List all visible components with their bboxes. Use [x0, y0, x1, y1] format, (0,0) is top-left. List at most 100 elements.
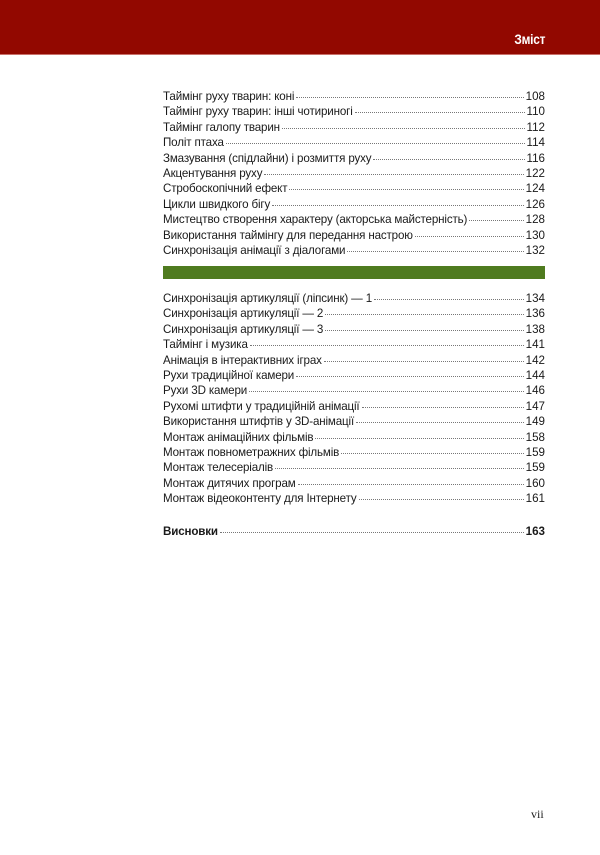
leader-dots — [225, 143, 525, 145]
toc-entry-title: Висновки — [163, 525, 218, 538]
toc-entry-page: 159 — [525, 461, 545, 475]
toc-entry-title: Стробоскопічний ефект — [163, 182, 288, 196]
toc-entry[interactable]: Використання таймінгу для передання наст… — [163, 228, 545, 243]
toc-entry-title: Рухи традиційної камери — [163, 368, 295, 382]
leader-dots — [296, 375, 524, 377]
toc-entry-page: 161 — [525, 492, 545, 506]
toc-entry[interactable]: Синхронізація артикуляції (ліпсинк) — 1 1… — [163, 291, 545, 306]
toc-entry[interactable]: Мистецтво створення характеру (акторська… — [163, 212, 545, 227]
toc-entry-title: Монтаж повнометражних фільмів — [163, 445, 340, 459]
toc-entry-page: 138 — [525, 322, 545, 336]
leader-dots — [325, 329, 524, 331]
toc-entry-title: Таймінг галопу тварин — [163, 120, 280, 134]
toc-entry[interactable]: Рухи 3D камери 146 — [163, 383, 545, 398]
leader-dots — [272, 204, 524, 206]
toc-list-part1: Таймінг руху тварин: коні 108 Таймінг руху… — [163, 89, 545, 258]
toc-entry-title: Таймінг руху тварин: коні — [163, 90, 295, 103]
leader-dots — [341, 452, 524, 454]
toc-entry[interactable]: Монтаж дитячих програм 160 — [163, 476, 545, 491]
toc-entry-page: 126 — [525, 197, 545, 211]
leader-dots — [296, 97, 524, 98]
leader-dots — [356, 422, 524, 424]
toc-entry[interactable]: Монтаж повнометражних фільмів 159 — [163, 445, 545, 460]
leader-dots — [323, 360, 524, 362]
toc-entry-page: 147 — [525, 399, 545, 413]
toc-entry-page: 158 — [525, 430, 545, 444]
toc-entry-title: Монтаж відеоконтенту для Інтернету — [163, 492, 357, 506]
leader-dots — [325, 314, 524, 316]
page-header-band: Зміст — [0, 0, 600, 55]
toc-entry[interactable]: Таймінг руху тварин: інші чотириногі 110 — [163, 104, 545, 119]
toc-entry-page: 136 — [525, 307, 545, 321]
leader-dots — [358, 499, 524, 501]
leader-dots — [249, 391, 524, 393]
toc-entry[interactable]: Цикли швидкого бігу 126 — [163, 197, 545, 212]
toc-entry[interactable]: Стробоскопічний ефект 124 — [163, 181, 545, 196]
toc-entry-page: 108 — [525, 90, 545, 103]
leader-dots — [249, 345, 524, 347]
toc-entry-page: 128 — [525, 213, 545, 227]
toc-list-part2: Синхронізація артикуляції (ліпсинк) — 1 1… — [163, 291, 545, 506]
toc-entry-page: 112 — [526, 120, 545, 134]
toc-entry-title: Використання таймінгу для передання наст… — [163, 228, 413, 242]
leader-dots — [264, 173, 524, 175]
toc-entry-title: Синхронізація артикуляції (ліпсинк) — 1 — [163, 292, 372, 305]
toc-entry-title: Використання штифтів у 3D-анімації — [163, 415, 355, 429]
leader-dots — [347, 250, 524, 252]
toc-entry-title: Монтаж анімаційних фільмів — [163, 430, 314, 444]
toc-entry[interactable]: Таймінг руху тварин: коні 108 — [163, 89, 545, 104]
toc-entry[interactable]: Рухи традиційної камери 144 — [163, 368, 545, 383]
section-divider — [163, 266, 545, 279]
leader-dots — [297, 483, 524, 485]
toc-entry-page: 160 — [525, 476, 545, 490]
leader-dots — [469, 220, 524, 222]
toc-entry[interactable]: Монтаж телесеріалів 159 — [163, 460, 545, 475]
leader-dots — [354, 112, 525, 114]
toc-entry[interactable]: Таймінг галопу тварин 112 — [163, 120, 545, 135]
toc-entry[interactable]: Монтаж анімаційних фільмів 158 — [163, 430, 545, 445]
toc-entry-title: Монтаж дитячих програм — [163, 476, 296, 490]
toc-entry-page: 141 — [525, 338, 545, 352]
toc-entry-title: Політ птаха — [163, 136, 224, 150]
toc-entry-title: Анімація в інтерактивних іграх — [163, 353, 322, 367]
toc-entry-page: 144 — [525, 368, 545, 382]
toc-entry[interactable]: Монтаж відеоконтенту для Інтернету 161 — [163, 491, 545, 506]
toc-entry-title: Змазування (спідлайни) і розмиття руху — [163, 151, 372, 165]
toc-entry-title: Синхронізація артикуляції — 3 — [163, 322, 324, 336]
toc-entry[interactable]: Синхронізація артикуляції — 3 138 — [163, 322, 545, 337]
toc-entry[interactable]: Рухомі штифти у традиційній анімації 147 — [163, 399, 545, 414]
leader-dots — [373, 158, 525, 160]
leader-dots — [219, 532, 524, 533]
toc-entry-title: Акцентування руху — [163, 166, 263, 180]
header-title: Зміст — [514, 31, 545, 47]
toc-entry-page: 130 — [525, 228, 545, 242]
toc-entry[interactable]: Політ птаха 114 — [163, 135, 545, 150]
leader-dots — [361, 406, 524, 408]
toc-entry-title: Цикли швидкого бігу — [163, 197, 271, 211]
leader-dots — [374, 299, 524, 300]
toc-entry-page: 124 — [525, 182, 545, 196]
toc-entry-conclusion[interactable]: Висновки 163 — [163, 524, 545, 539]
toc-entry-page: 149 — [525, 415, 545, 429]
toc-entry-title: Мистецтво створення характеру (акторська… — [163, 213, 468, 227]
toc-entry[interactable]: Синхронізація анімації з діалогами 132 — [163, 243, 545, 258]
toc-entry[interactable]: Синхронізація артикуляції — 2 136 — [163, 306, 545, 321]
toc-entry[interactable]: Таймінг і музика 141 — [163, 337, 545, 352]
toc-entry-title: Монтаж телесеріалів — [163, 461, 274, 475]
leader-dots — [315, 437, 524, 439]
toc-conclusion: Висновки 163 — [163, 524, 545, 539]
page-number: vii — [531, 807, 544, 821]
toc-entry-page: 146 — [525, 384, 545, 398]
toc-entry[interactable]: Змазування (спідлайни) і розмиття руху 11… — [163, 151, 545, 166]
leader-dots — [281, 127, 525, 129]
toc-entry[interactable]: Анімація в інтерактивних іграх 142 — [163, 353, 545, 368]
toc-entry[interactable]: Використання штифтів у 3D-анімації 149 — [163, 414, 545, 429]
toc-entry-title: Рухомі штифти у традиційній анімації — [163, 399, 360, 413]
toc-entry-page: 116 — [526, 151, 545, 165]
toc-entry-page: 132 — [525, 243, 545, 257]
toc-entry[interactable]: Акцентування руху 122 — [163, 166, 545, 181]
toc-entry-title: Синхронізація анімації з діалогами — [163, 243, 346, 257]
toc-entry-page: 134 — [525, 292, 545, 305]
leader-dots — [275, 468, 524, 470]
toc-entry-page: 110 — [526, 105, 545, 119]
